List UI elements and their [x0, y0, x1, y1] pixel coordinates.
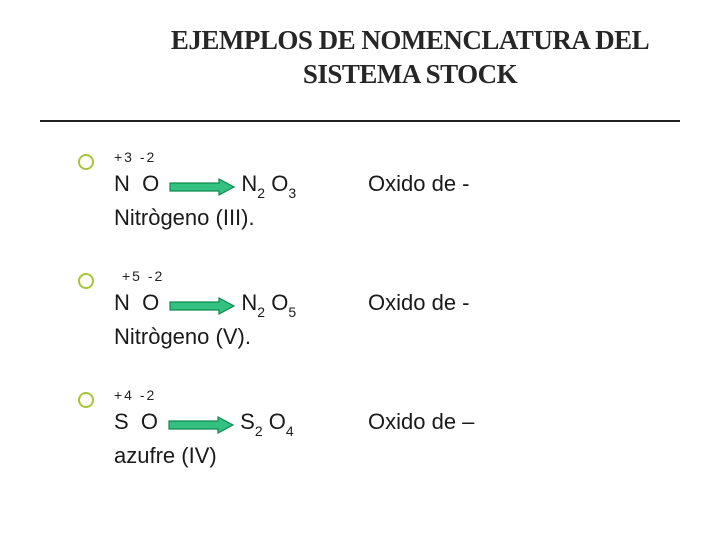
list-item: +5 -2 N O N2 O5 Nitrògeno (V). Oxido: [78, 267, 678, 352]
el: N: [241, 171, 257, 196]
el: S: [240, 409, 255, 434]
el: O: [142, 171, 159, 196]
result-text: Oxido de –: [344, 407, 474, 437]
bullet-icon: [78, 392, 94, 408]
el: N: [241, 290, 257, 315]
sub: 3: [288, 185, 296, 201]
el: O: [269, 409, 286, 434]
result-text: Oxido de -: [344, 169, 470, 199]
sub: 4: [286, 423, 294, 439]
el: O: [141, 409, 158, 434]
list-item: +3 -2 N O N2 O3 Nitrògeno (III). Oxid: [78, 148, 678, 233]
sub: 2: [255, 423, 263, 439]
el: S: [114, 409, 129, 434]
arrow-icon: [169, 174, 235, 192]
formula: N O N2 O3: [114, 171, 296, 196]
formula-row: N O N2 O3 Nitrògeno (III). Oxido de -: [114, 169, 678, 233]
formula-left: S O S2 O4 azufre (IV): [114, 407, 344, 471]
compound-name: azufre (IV): [114, 441, 344, 471]
formula: N O N2 O5: [114, 290, 296, 315]
bullet-icon: [78, 273, 94, 289]
title-underline: [40, 120, 680, 122]
bullet-icon: [78, 154, 94, 170]
sub: 2: [257, 185, 265, 201]
el: O: [271, 171, 288, 196]
result-text: Oxido de -: [344, 288, 470, 318]
sub: 2: [257, 304, 265, 320]
compound-name: Nitrògeno (V).: [114, 322, 344, 352]
oxidation-numbers: +5 -2: [114, 267, 678, 286]
el: O: [142, 290, 159, 315]
slide: EJEMPLOS DE NOMENCLATURA DEL SISTEMA STO…: [0, 0, 720, 540]
oxidation-numbers: +4 -2: [114, 386, 678, 405]
compound-name: Nitrògeno (III).: [114, 203, 344, 233]
formula-row: N O N2 O5 Nitrògeno (V). Oxido de -: [114, 288, 678, 352]
list-item: +4 -2 S O S2 O4 azufre (IV) Oxido de: [78, 386, 678, 471]
formula-left: N O N2 O3 Nitrògeno (III).: [114, 169, 344, 233]
el: O: [271, 290, 288, 315]
content-list: +3 -2 N O N2 O3 Nitrògeno (III). Oxid: [78, 148, 678, 505]
sub: 5: [288, 304, 296, 320]
formula-row: S O S2 O4 azufre (IV) Oxido de –: [114, 407, 678, 471]
slide-title: EJEMPLOS DE NOMENCLATURA DEL SISTEMA STO…: [160, 24, 660, 92]
el: N: [114, 171, 130, 196]
arrow-icon: [169, 293, 235, 311]
formula-left: N O N2 O5 Nitrògeno (V).: [114, 288, 344, 352]
arrow-icon: [168, 412, 234, 430]
el: N: [114, 290, 130, 315]
formula: S O S2 O4: [114, 409, 294, 434]
oxidation-numbers: +3 -2: [114, 148, 678, 167]
